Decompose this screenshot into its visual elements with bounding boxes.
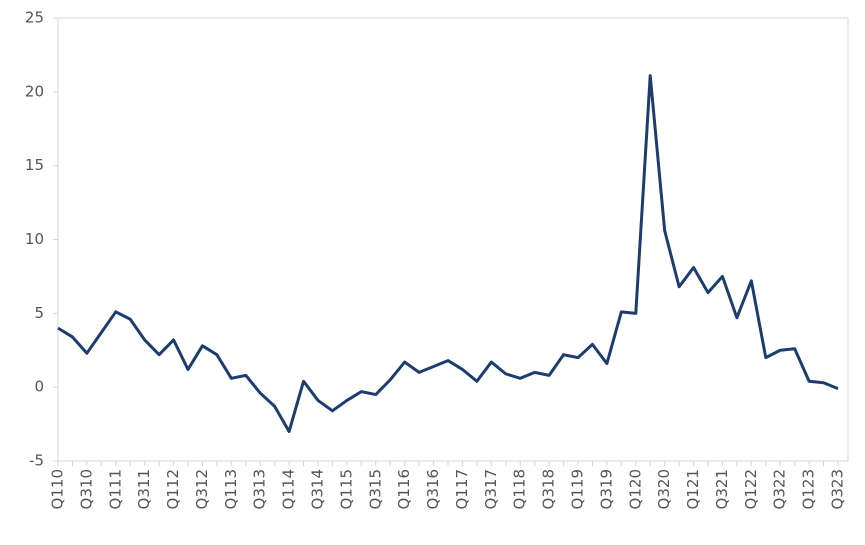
y-tick-label: -5 (29, 452, 44, 470)
x-tick-label: Q118 (511, 469, 529, 509)
line (57, 74, 839, 433)
x-tick-label: Q120 (626, 469, 644, 509)
x-tick-label: Q114 (280, 469, 298, 509)
x-tick-label: Q320 (655, 469, 673, 509)
x-tick-label: Q317 (482, 469, 500, 509)
x-tick-label: Q121 (684, 469, 702, 509)
x-tick-label: Q316 (424, 469, 442, 509)
x-tick-label: Q111 (106, 469, 124, 509)
y-tick-label: 10 (25, 230, 44, 248)
x-tick-label: Q311 (135, 469, 153, 509)
x-tick-label: Q122 (742, 469, 760, 509)
y-tick-label: 20 (25, 82, 44, 100)
x-tick-label: Q314 (309, 469, 327, 509)
x-tick-label: Q323 (829, 469, 847, 509)
x-tick-label: Q123 (800, 469, 818, 509)
x-tick-label: Q310 (77, 469, 95, 509)
x-tick-label: Q313 (251, 469, 269, 509)
y-tick-label: 5 (34, 304, 44, 322)
x-tick-label: Q113 (222, 469, 240, 509)
x-tick-label: Q119 (569, 469, 587, 509)
x-tick-label: Q318 (540, 469, 558, 509)
x-tick-label: Q116 (395, 469, 413, 509)
x-tick-label: Q312 (193, 469, 211, 509)
x-tick-label: Q322 (771, 469, 789, 509)
x-tick-label: Q315 (366, 469, 384, 509)
y-tick-label: 25 (25, 9, 44, 27)
y-tick-label: 0 (34, 378, 44, 396)
plot-frame (57, 17, 849, 462)
x-tick-label: Q110 (49, 469, 67, 509)
x-tick-label: Q319 (597, 469, 615, 509)
x-tick-label: Q321 (713, 469, 731, 509)
x-tick-label: Q117 (453, 469, 471, 509)
x-tick-label: Q115 (337, 469, 355, 509)
x-tick-label: Q112 (164, 469, 182, 509)
y-tick-label: 15 (25, 156, 44, 174)
